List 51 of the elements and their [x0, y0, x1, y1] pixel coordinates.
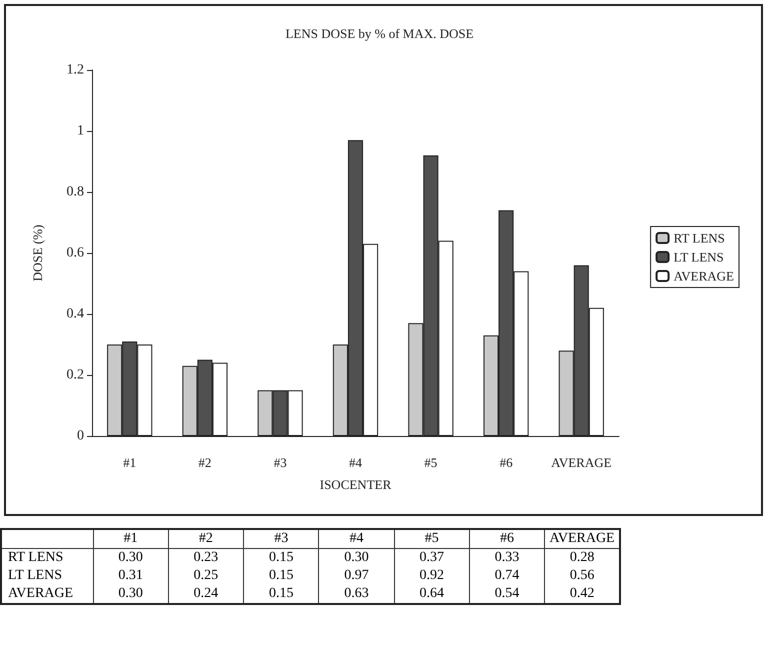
- chart-title: LENS DOSE by % of MAX. DOSE: [285, 26, 474, 41]
- data-label: 0.23: [168, 548, 244, 567]
- x-tick-label: AVERAGE: [551, 455, 612, 470]
- data-label: 0.28: [544, 548, 620, 567]
- y-tick-label: 0.4: [66, 306, 84, 322]
- y-tick-label: 1: [77, 124, 84, 138]
- y-axis-title: DOSE (%): [30, 224, 45, 282]
- legend-label: AVERAGE: [674, 268, 734, 284]
- x-tick-label: #4: [349, 455, 362, 470]
- data-label: 0.30: [93, 548, 168, 567]
- data-label: 0.64: [394, 585, 470, 604]
- legend-label: LT LENS: [674, 250, 724, 264]
- data-label: 0.56: [544, 567, 620, 585]
- data-label: 0.30: [93, 585, 168, 604]
- category-label: #4: [349, 531, 364, 546]
- data-label: 0.92: [394, 567, 470, 585]
- y-tick-label: 0: [77, 428, 84, 444]
- data-label: 0.42: [544, 585, 620, 604]
- data-label: 0.30: [318, 548, 394, 567]
- y-tick-label: 0.8: [66, 184, 84, 200]
- x-tick-label: #1: [123, 455, 136, 470]
- y-tick-label: 0.2: [66, 368, 84, 382]
- x-tick-label: #3: [274, 455, 287, 470]
- category-label: #6: [500, 531, 514, 546]
- data-label: 0.15: [244, 548, 319, 567]
- category-label: #1: [124, 531, 138, 546]
- x-tick-label: #2: [198, 455, 212, 470]
- legend-label: RT LENS: [674, 230, 725, 246]
- y-tick-label: 0.6: [66, 246, 84, 260]
- category-label: AVERAGE: [550, 531, 615, 546]
- category-label: #5: [424, 531, 439, 546]
- category-label: #2: [198, 531, 213, 546]
- data-label: 0.63: [318, 585, 394, 604]
- data-label: 0.15: [244, 585, 319, 604]
- text: LT LENS: [8, 568, 62, 583]
- text: AVERAGE: [8, 586, 74, 601]
- y-tick-label: 1.2: [66, 62, 84, 78]
- data-label: 0.37: [394, 548, 470, 567]
- data-label: 0.74: [469, 567, 545, 585]
- data-label: 0.97: [318, 567, 394, 585]
- data-label: 0.15: [244, 567, 319, 585]
- x-tick-label: #6: [500, 455, 514, 470]
- category-label: #3: [274, 531, 288, 546]
- text: RT LENS: [8, 550, 64, 565]
- data-label: 0.54: [469, 585, 545, 604]
- data-label: 0.31: [93, 567, 168, 585]
- x-axis-title: ISOCENTER: [320, 477, 392, 492]
- data-label: 0.25: [168, 567, 244, 585]
- data-label: 0.24: [168, 585, 244, 604]
- data-label: 0.33: [469, 548, 545, 567]
- x-tick-label: #5: [424, 455, 438, 470]
